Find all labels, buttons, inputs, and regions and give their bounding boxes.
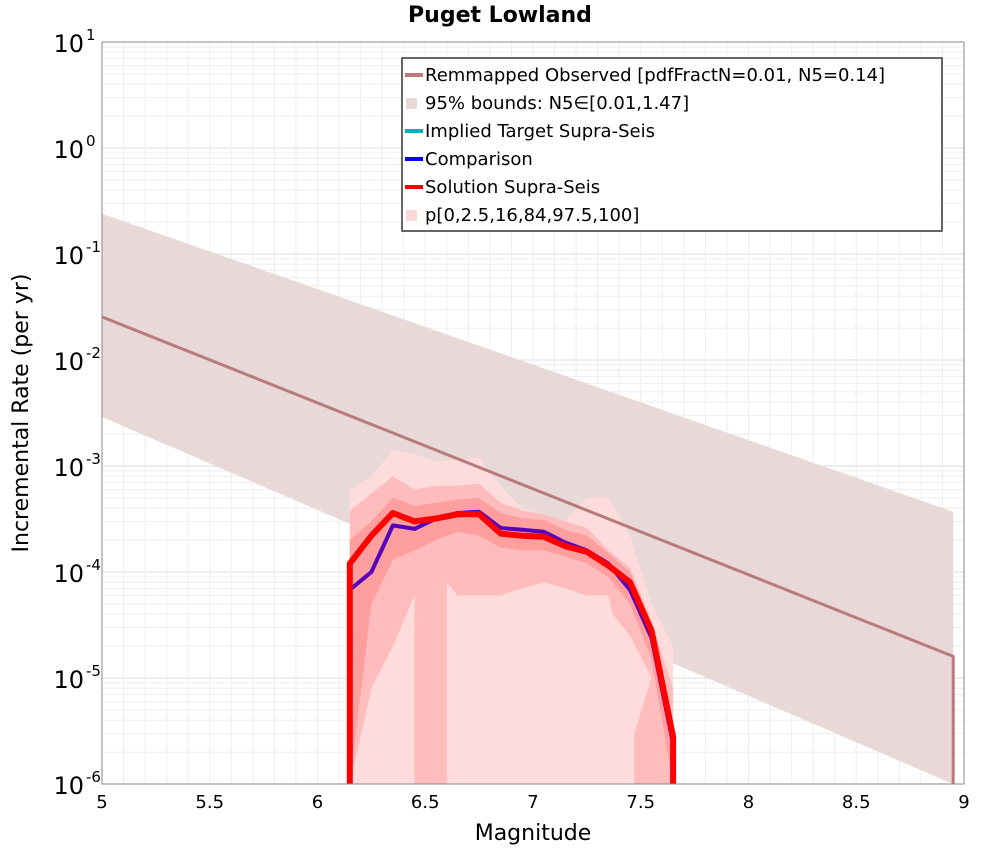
y-axis-label: Incremental Rate (per yr) [9, 274, 34, 553]
legend-items: Remmapped Observed [pdfFractN=0.01, N5=0… [405, 65, 885, 226]
x-tick-label: 6 [312, 792, 323, 813]
legend-label: Implied Target Supra-Seis [425, 121, 655, 142]
x-tick-label: 9 [958, 792, 969, 813]
legend-swatch [406, 210, 417, 221]
y-tick-exponent: -2 [86, 344, 101, 362]
y-tick-base: 10 [53, 666, 84, 694]
y-tick-exponent: -1 [86, 238, 101, 256]
legend-label: Comparison [425, 149, 533, 170]
legend: Remmapped Observed [pdfFractN=0.01, N5=0… [401, 57, 943, 232]
plot-frame [101, 41, 965, 785]
y-tick-label: 10 -6 [53, 768, 101, 800]
y-tick-base: 10 [53, 772, 84, 800]
y-tick-base: 10 [53, 242, 84, 270]
y-tick-label: 10 -3 [53, 450, 101, 482]
y-tick-label: 10 -5 [53, 662, 101, 694]
y-tick-exponent: -6 [86, 768, 101, 786]
x-axis-label: Magnitude [475, 821, 592, 846]
series-line-1 [347, 509, 676, 784]
y-tick-base: 10 [53, 348, 84, 376]
x-tick-label: 8.5 [842, 792, 871, 813]
chart-title: Puget Lowland [408, 3, 592, 28]
y-tick-base: 10 [53, 136, 84, 164]
y-tick-label: 10 -2 [53, 344, 101, 376]
series-line-2 [346, 510, 677, 784]
y-tick-base: 10 [53, 560, 84, 588]
x-tick-labels: 5 5.5 6 6.5 7 7.5 8 8.5 9 [96, 792, 969, 813]
y-tick-label: 10 1 [53, 26, 95, 58]
x-tick-label: 7 [527, 792, 538, 813]
legend-label: p[0,2.5,16,84,97.5,100] [425, 205, 639, 226]
x-tick-label: 5 [96, 792, 107, 813]
x-tick-label: 8 [743, 792, 754, 813]
legend-label: 95% bounds: N5∈[0.01,1.47] [425, 93, 689, 114]
legend-label: Remmapped Observed [pdfFractN=0.01, N5=0… [425, 65, 885, 86]
x-tick-label: 5.5 [195, 792, 224, 813]
y-tick-base: 10 [53, 30, 84, 58]
y-tick-label: 10 -4 [53, 556, 101, 588]
y-tick-exponent: -4 [86, 556, 101, 574]
series-line-0 [101, 315, 955, 784]
x-tick-label: 7.5 [626, 792, 655, 813]
legend-swatch [406, 98, 417, 109]
series-lines [101, 315, 955, 784]
y-tick-exponent: 1 [86, 26, 96, 44]
y-tick-exponent: -3 [86, 450, 101, 468]
band-0 [102, 213, 954, 784]
y-tick-label: 10 0 [53, 132, 95, 164]
x-tick-label: 6.5 [411, 792, 440, 813]
y-tick-exponent: 0 [86, 132, 96, 150]
legend-label: Solution Supra-Seis [425, 177, 600, 198]
y-tick-base: 10 [53, 454, 84, 482]
y-tick-exponent: -5 [86, 662, 101, 680]
legend-box [401, 57, 943, 232]
y-tick-label: 10 -1 [53, 238, 101, 270]
